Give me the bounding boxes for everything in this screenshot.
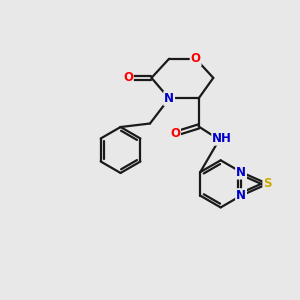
Text: N: N	[236, 189, 246, 202]
Text: O: O	[190, 52, 201, 65]
Text: N: N	[236, 166, 246, 178]
Text: NH: NH	[212, 132, 232, 145]
Text: O: O	[123, 71, 133, 84]
Text: O: O	[170, 127, 180, 140]
Text: S: S	[263, 177, 272, 190]
Text: N: N	[164, 92, 174, 105]
